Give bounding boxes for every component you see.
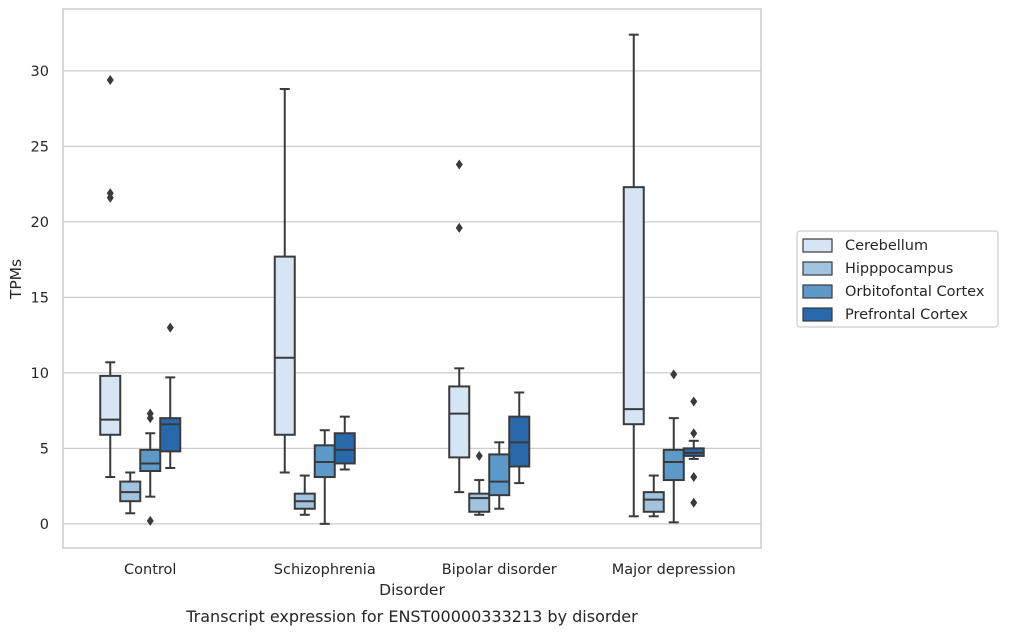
outlier-point [146, 515, 154, 526]
x-tick-label: Bipolar disorder [442, 562, 557, 578]
box-body [468, 492, 491, 513]
box-body [622, 186, 645, 426]
box-body [448, 385, 471, 459]
outlier-point [690, 428, 698, 439]
y-tick-label: 20 [31, 215, 49, 231]
box-body [159, 417, 182, 453]
y-tick-label: 25 [31, 139, 49, 155]
box [448, 159, 471, 494]
box-body [488, 453, 511, 497]
box-body [139, 448, 162, 472]
y-axis: 0 5 10 15 20 25 30 [31, 64, 49, 533]
box [139, 408, 162, 526]
box-body [642, 491, 665, 513]
outlier-point [455, 222, 463, 233]
legend-label: Hipppocampus [845, 261, 953, 277]
box [293, 474, 316, 516]
legend-swatch [802, 307, 833, 322]
x-tick-label: Major depression [612, 562, 736, 578]
outlier-point [690, 497, 698, 508]
outlier-point [690, 396, 698, 407]
legend-label: Orbitofontal Cortex [845, 284, 985, 300]
box [488, 441, 511, 510]
outlier-point [455, 159, 463, 170]
box-series [99, 33, 705, 526]
x-tick-label: Control [124, 562, 176, 578]
box [333, 415, 356, 471]
legend-label: Cerebellum [845, 238, 928, 254]
legend-swatch [802, 284, 833, 299]
box-body [99, 374, 122, 436]
plot-frame [62, 8, 762, 549]
y-tick-label: 5 [40, 441, 49, 457]
box [273, 88, 296, 474]
y-tick-label: 30 [31, 64, 49, 80]
outlier-point [106, 74, 114, 85]
box-body [273, 255, 296, 436]
box [119, 471, 142, 515]
legend-frame [796, 230, 999, 328]
box [642, 474, 665, 518]
y-tick-label: 10 [31, 366, 49, 382]
box [468, 450, 491, 516]
legend-swatch [802, 238, 833, 253]
box-body [333, 432, 356, 465]
box-body [662, 448, 685, 482]
outlier-point [670, 369, 678, 380]
outlier-point [146, 408, 154, 419]
y-tick-label: 0 [40, 517, 49, 533]
box [662, 369, 685, 524]
box [622, 33, 645, 518]
x-axis-title: Disorder [379, 581, 445, 599]
legend-label: Prefrontal Cortex [845, 307, 968, 323]
legend-swatch [802, 261, 833, 276]
outlier-point [106, 188, 114, 199]
outlier-point [475, 450, 483, 461]
x-axis: Control Schizophrenia Bipolar disorder Majo… [124, 562, 736, 578]
y-axis-title: TPMs [7, 259, 25, 300]
box [159, 322, 182, 469]
outlier-point [166, 322, 174, 333]
chart-caption: Transcript expression for ENST0000033321… [185, 607, 638, 626]
outlier-point [690, 472, 698, 483]
box [682, 396, 705, 508]
legend: Cerebellum Hipppocampus Orbitofontal Corte… [796, 230, 999, 328]
y-tick-label: 15 [31, 290, 49, 306]
box [99, 74, 122, 479]
box [508, 391, 531, 485]
x-tick-label: Schizophrenia [274, 562, 376, 578]
